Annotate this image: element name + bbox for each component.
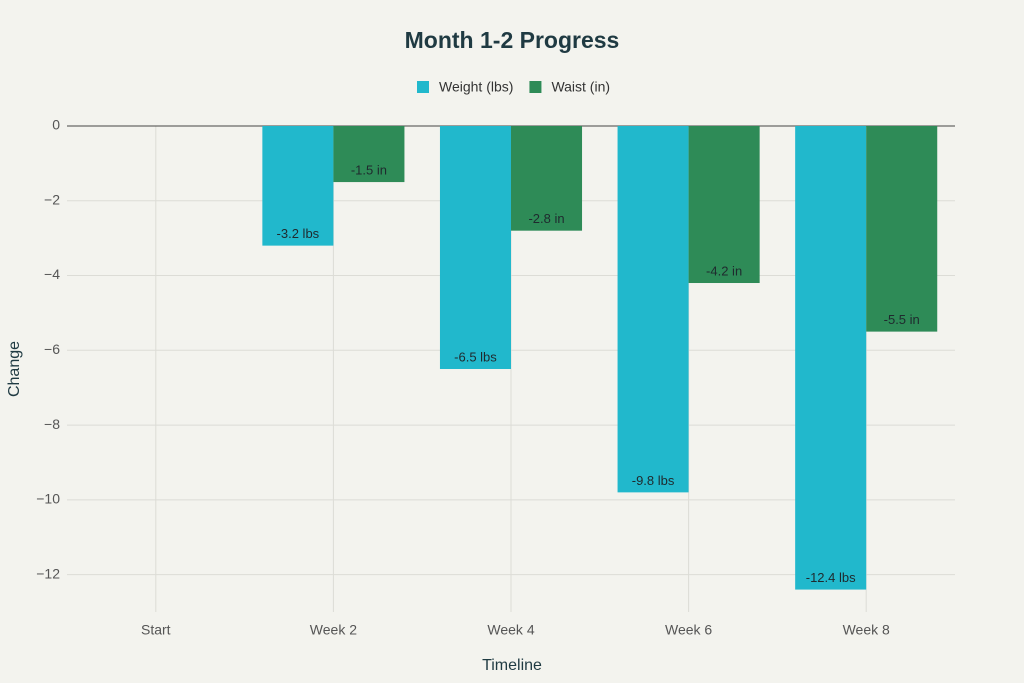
y-tick-label: −8 bbox=[44, 416, 60, 432]
x-tick-label: Week 4 bbox=[487, 622, 534, 638]
value-label: -5.5 in bbox=[884, 312, 920, 327]
value-label: -1.5 in bbox=[351, 163, 387, 178]
y-tick-label: −12 bbox=[36, 565, 60, 581]
legend-label: Waist (in) bbox=[551, 79, 610, 95]
bar bbox=[795, 126, 867, 590]
value-label: -3.2 lbs bbox=[277, 226, 320, 241]
value-label: -2.8 in bbox=[528, 211, 564, 226]
y-tick-label: −4 bbox=[44, 266, 60, 282]
bar bbox=[617, 126, 689, 493]
value-label: -12.4 lbs bbox=[806, 570, 856, 585]
chart-title: Month 1-2 Progress bbox=[405, 27, 620, 53]
legend-swatch bbox=[417, 81, 429, 93]
bar bbox=[511, 126, 583, 231]
bar bbox=[333, 126, 405, 183]
y-tick-label: −10 bbox=[36, 491, 60, 507]
x-tick-label: Week 2 bbox=[310, 622, 357, 638]
legend-label: Weight (lbs) bbox=[439, 79, 513, 95]
value-label: -4.2 in bbox=[706, 263, 742, 278]
x-tick-label: Start bbox=[141, 622, 171, 638]
x-tick-label: Week 6 bbox=[665, 622, 712, 638]
y-tick-label: −2 bbox=[44, 191, 60, 207]
bar bbox=[439, 126, 511, 369]
value-label: -6.5 lbs bbox=[454, 349, 497, 364]
bar bbox=[688, 126, 760, 284]
bar bbox=[262, 126, 334, 246]
y-tick-label: −6 bbox=[44, 341, 60, 357]
y-tick-label: 0 bbox=[52, 117, 60, 133]
value-label: -9.8 lbs bbox=[632, 473, 675, 488]
legend-swatch bbox=[529, 81, 542, 93]
x-tick-label: Week 8 bbox=[843, 622, 890, 638]
bar bbox=[866, 126, 938, 332]
x-axis-title: Timeline bbox=[482, 657, 542, 674]
y-axis-title: Change bbox=[6, 341, 23, 397]
